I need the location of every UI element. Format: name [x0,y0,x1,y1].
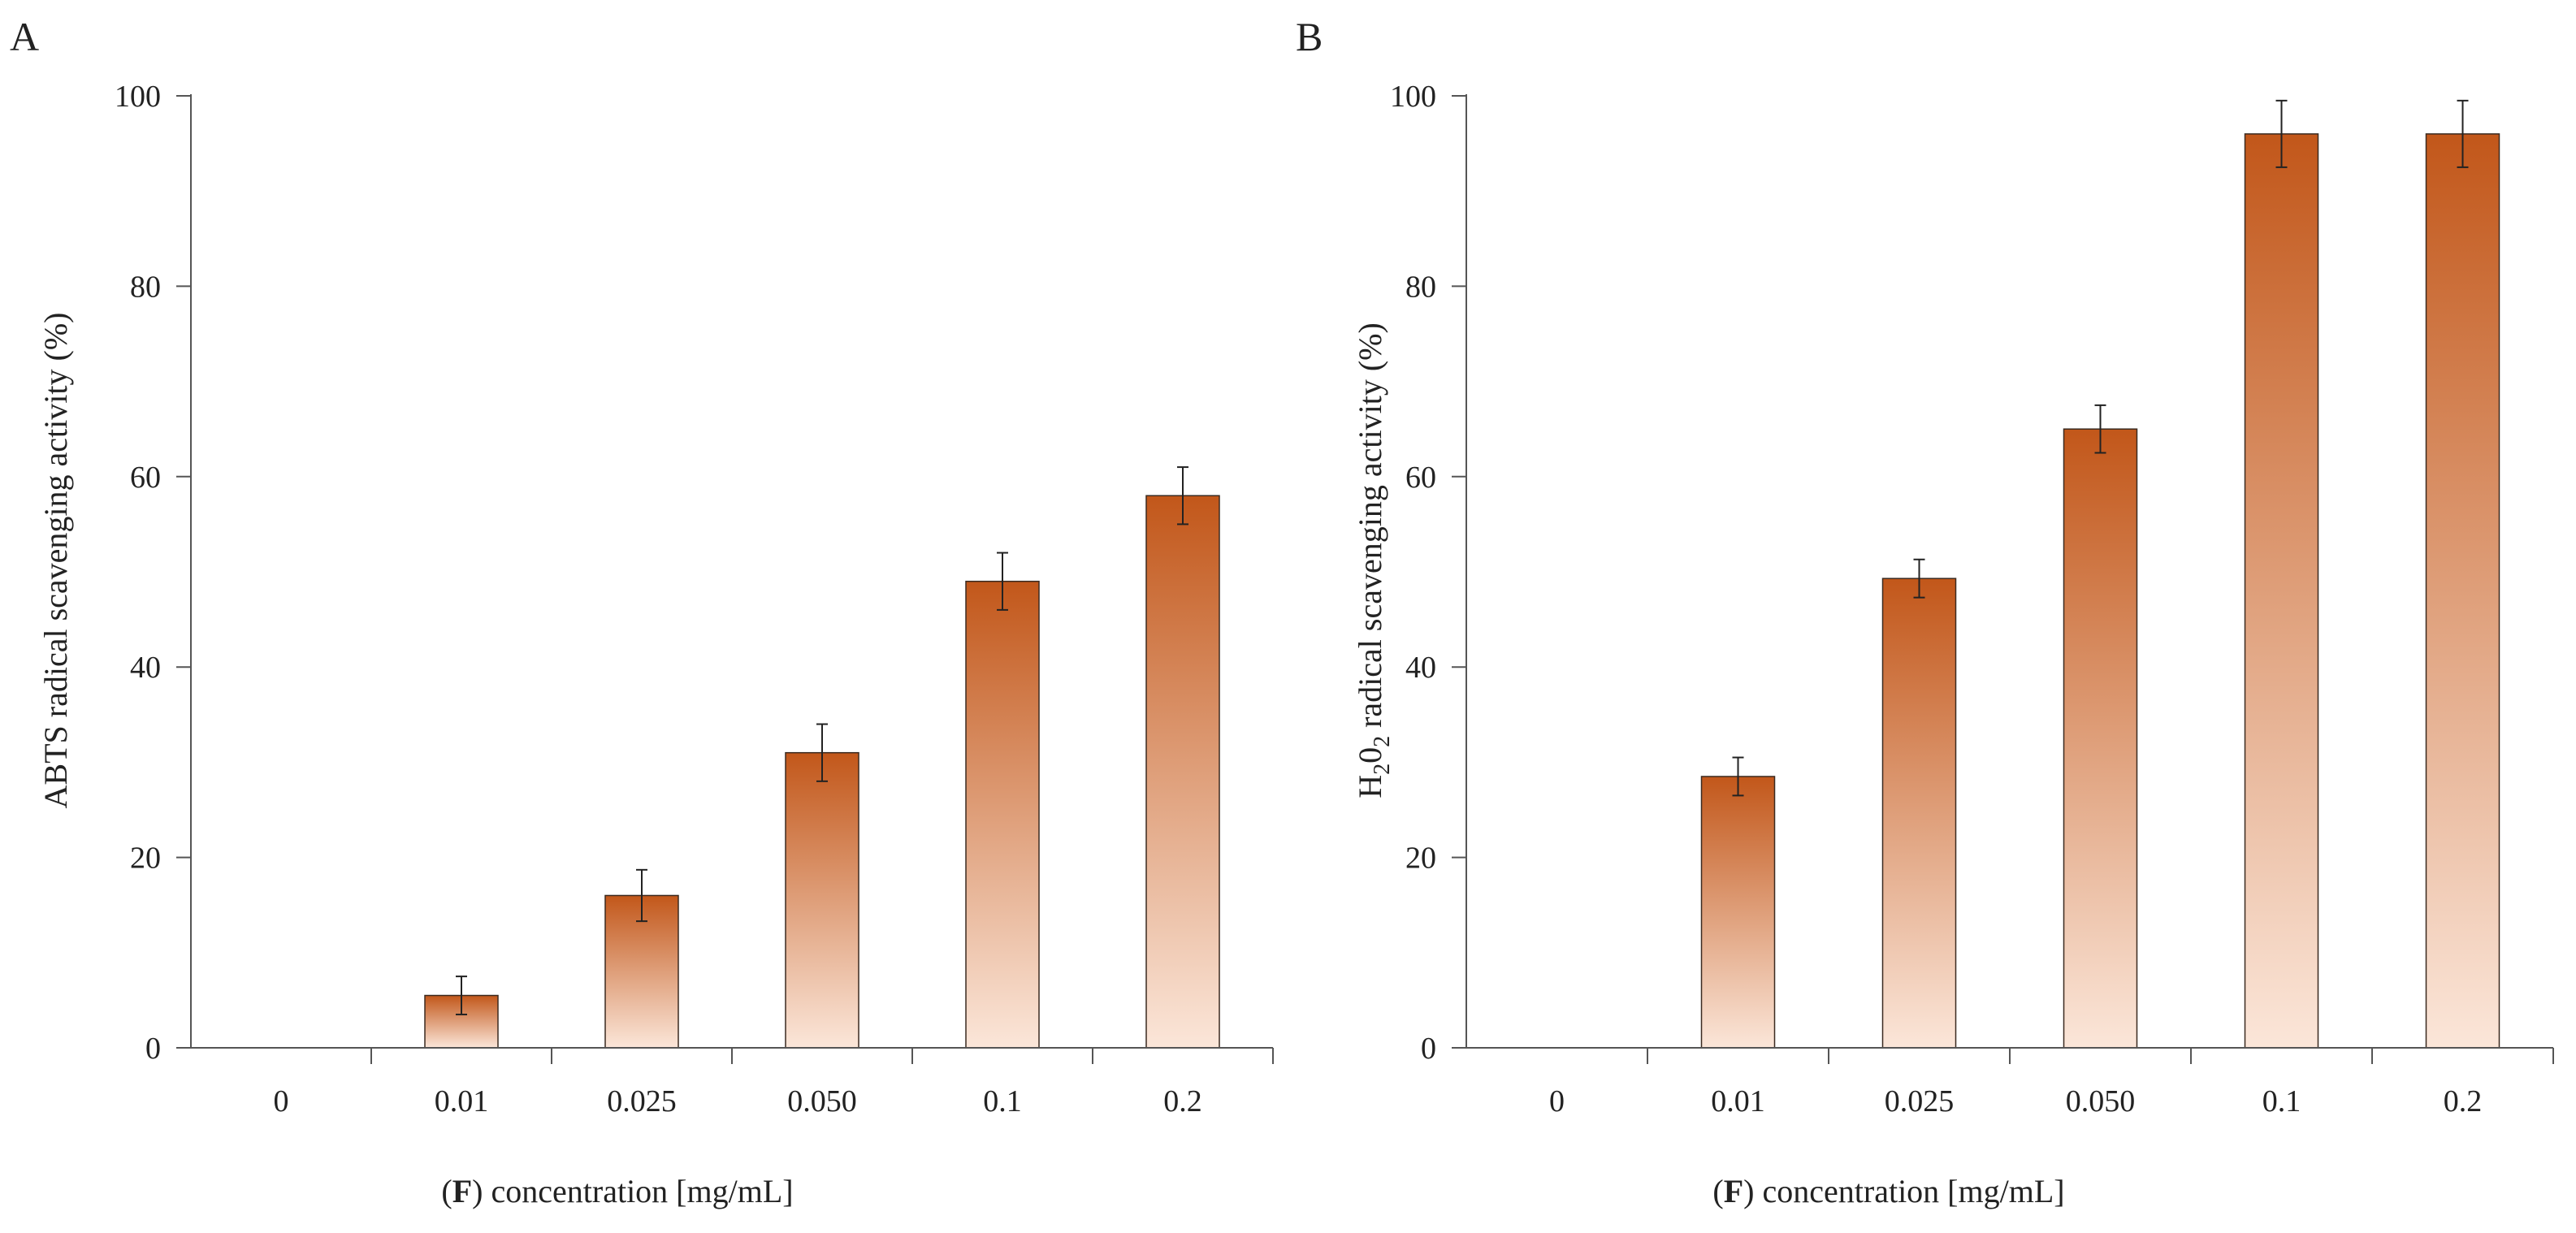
x-tick-label: 0.1 [2262,1084,2301,1118]
x-axis-title-a-rest: concentration [mg/mL] [483,1173,794,1209]
y-tick-label: 40 [1405,651,1436,685]
bar [1145,495,1220,1049]
panel-label-a: A [10,14,39,59]
y-title-b-o: 0 [1352,747,1388,764]
x-axis-title-b-bold: F [1724,1173,1743,1209]
x-axis-a: 0 0.01 0.025 0.050 0.1 0.2 [191,1047,1274,1118]
y-tick-label: 60 [1405,461,1436,495]
y-tick-label: 80 [130,270,161,304]
x-tick-label: 0.2 [1163,1084,1202,1118]
bar [785,751,859,1049]
bar [2425,133,2500,1049]
y-tick-label: 100 [1390,80,1436,114]
x-axis-b: 0 0.01 0.025 0.050 0.1 0.2 [1466,1047,2554,1118]
x-tick-label: 0.025 [1885,1084,1955,1118]
y-tick-label: 20 [1405,841,1436,876]
bar [1700,776,1776,1049]
y-tick-label: 20 [130,841,161,876]
y-title-b-rest: radical scavenging activity (%) [1352,322,1388,736]
y-axis-title-b: H202 radical scavenging activity (%) [1352,322,1395,798]
x-tick-label: 0.1 [983,1084,1022,1118]
x-tick-label: 0.01 [1711,1084,1765,1118]
y-title-b-sub2: 2 [1370,736,1395,747]
bars-a [424,466,1220,1049]
bar [2063,428,2138,1049]
bar [2244,133,2319,1049]
x-tick-label: 0 [274,1084,289,1118]
bar [965,580,1040,1049]
bars-b [1700,99,2500,1049]
x-tick-label: 0 [1549,1084,1565,1118]
x-axis-title-b: (F) concentration [mg/mL] [1712,1173,2064,1209]
y-tick-label: 40 [130,651,161,685]
y-tick-label: 80 [1405,270,1436,304]
x-tick-label: 0.01 [435,1084,489,1118]
y-axis-a: 0 20 40 60 80 100 [115,80,192,1066]
x-tick-label: 0.050 [2066,1084,2136,1118]
y-title-b-sub1: 2 [1370,764,1395,775]
x-tick-label: 0.025 [607,1084,677,1118]
y-tick-label: 100 [115,80,161,114]
y-axis-b: 0 20 40 60 80 100 [1390,80,1467,1066]
bar [1881,578,1957,1049]
x-axis-title-b-rest: concentration [mg/mL] [1755,1173,2065,1209]
y-axis-title-a: ABTS radical scavenging activity (%) [37,313,74,809]
y-tick-label: 0 [145,1032,161,1066]
y-title-b-h: H [1352,775,1388,798]
x-tick-label: 0.2 [2444,1084,2483,1118]
chart-panel-a: A 0 20 40 60 80 100 0 0.01 0.025 0.050 0.1 0.2 ABT… [10,14,1274,1209]
panel-label-b: B [1296,14,1323,59]
y-tick-label: 0 [1421,1032,1436,1066]
x-tick-label: 0.050 [787,1084,857,1118]
x-axis-title-a: (F) concentration [mg/mL] [441,1173,793,1209]
x-axis-title-a-bold: F [452,1173,472,1209]
y-tick-label: 60 [130,461,161,495]
